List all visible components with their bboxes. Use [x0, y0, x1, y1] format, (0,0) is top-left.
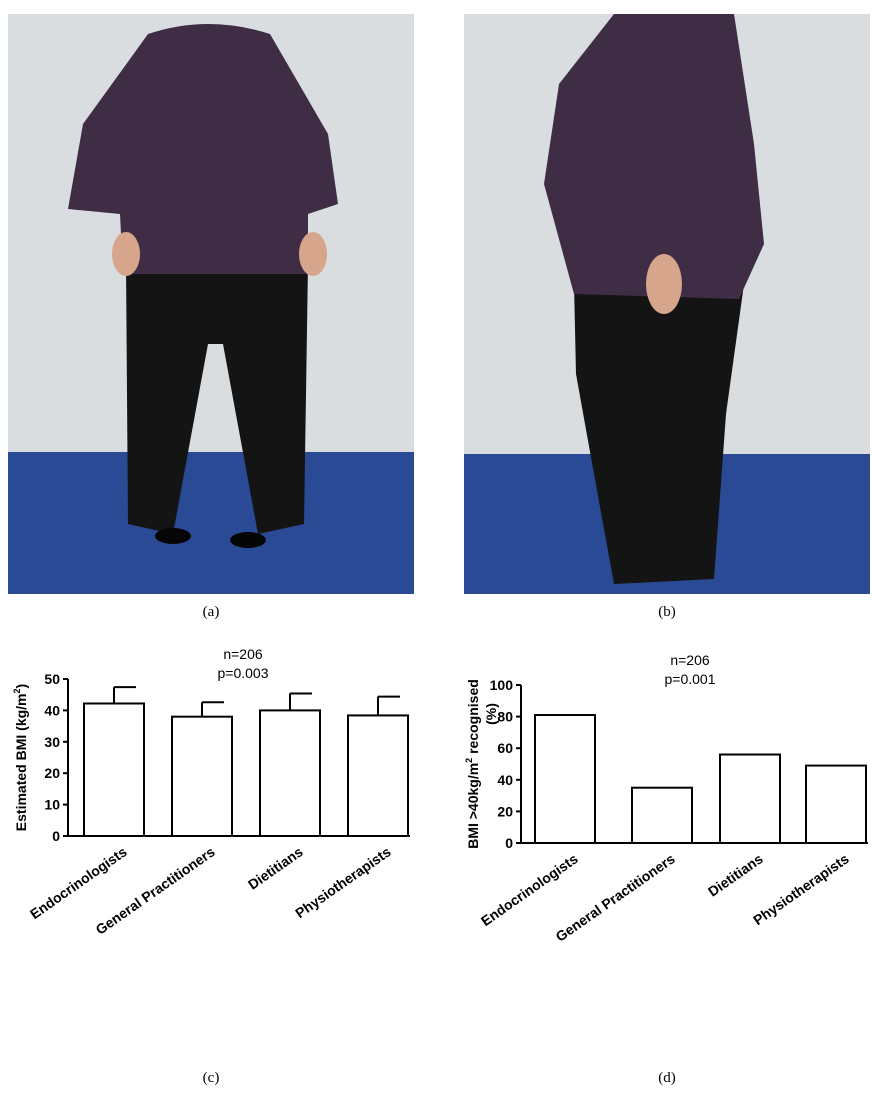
- y-tick-label: 80: [497, 709, 513, 725]
- x-tick-label: Physiotherapists: [750, 850, 852, 928]
- bar-physiotherapists: [806, 766, 866, 843]
- annotation-n: n=206: [670, 652, 710, 668]
- x-tick-label: Dietitians: [705, 850, 766, 899]
- y-tick-label: 0: [505, 835, 513, 851]
- chart-d: n=206 p=0.001 0 20 40 60 80 100 BMI >40kg/m2 rec…: [464, 652, 868, 945]
- annotation-n: n=206: [223, 646, 263, 662]
- y-axis-label: Estimated BMI (kg/m2): [12, 684, 29, 831]
- annotation-p: p=0.001: [665, 671, 716, 687]
- y-tick-label: 0: [52, 828, 60, 844]
- y-tick-label: 60: [497, 740, 513, 756]
- bar-endocrinologists: [535, 715, 595, 843]
- x-tick-label: Dietitians: [245, 843, 306, 892]
- y-tick-label: 20: [44, 765, 60, 781]
- y-tick-label: 40: [44, 702, 60, 718]
- x-tick-label: Endocrinologists: [478, 850, 581, 929]
- bar-endocrinologists: [84, 703, 144, 836]
- bar-dietitians: [260, 710, 320, 836]
- bar-dietitians: [720, 755, 780, 843]
- bar-general-practitioners: [632, 788, 692, 843]
- y-tick-label: 10: [44, 797, 60, 813]
- y-tick-label: 30: [44, 734, 60, 750]
- y-tick-label: 40: [497, 772, 513, 788]
- y-tick-label: 20: [497, 803, 513, 819]
- y-tick-label: 100: [490, 677, 514, 693]
- x-tick-label: Physiotherapists: [292, 843, 394, 921]
- chart-c: n=206 p=0.003 0 10 20 30 40 50 Estimated BMI (kg…: [12, 646, 410, 938]
- bar-general-practitioners: [172, 717, 232, 836]
- y-axis-label-line2: (%): [483, 703, 499, 725]
- y-axis-label: BMI >40kg/m2 recognised: [464, 679, 481, 849]
- y-tick-label: 50: [44, 671, 60, 687]
- annotation-p: p=0.003: [218, 665, 269, 681]
- bar-physiotherapists: [348, 715, 408, 836]
